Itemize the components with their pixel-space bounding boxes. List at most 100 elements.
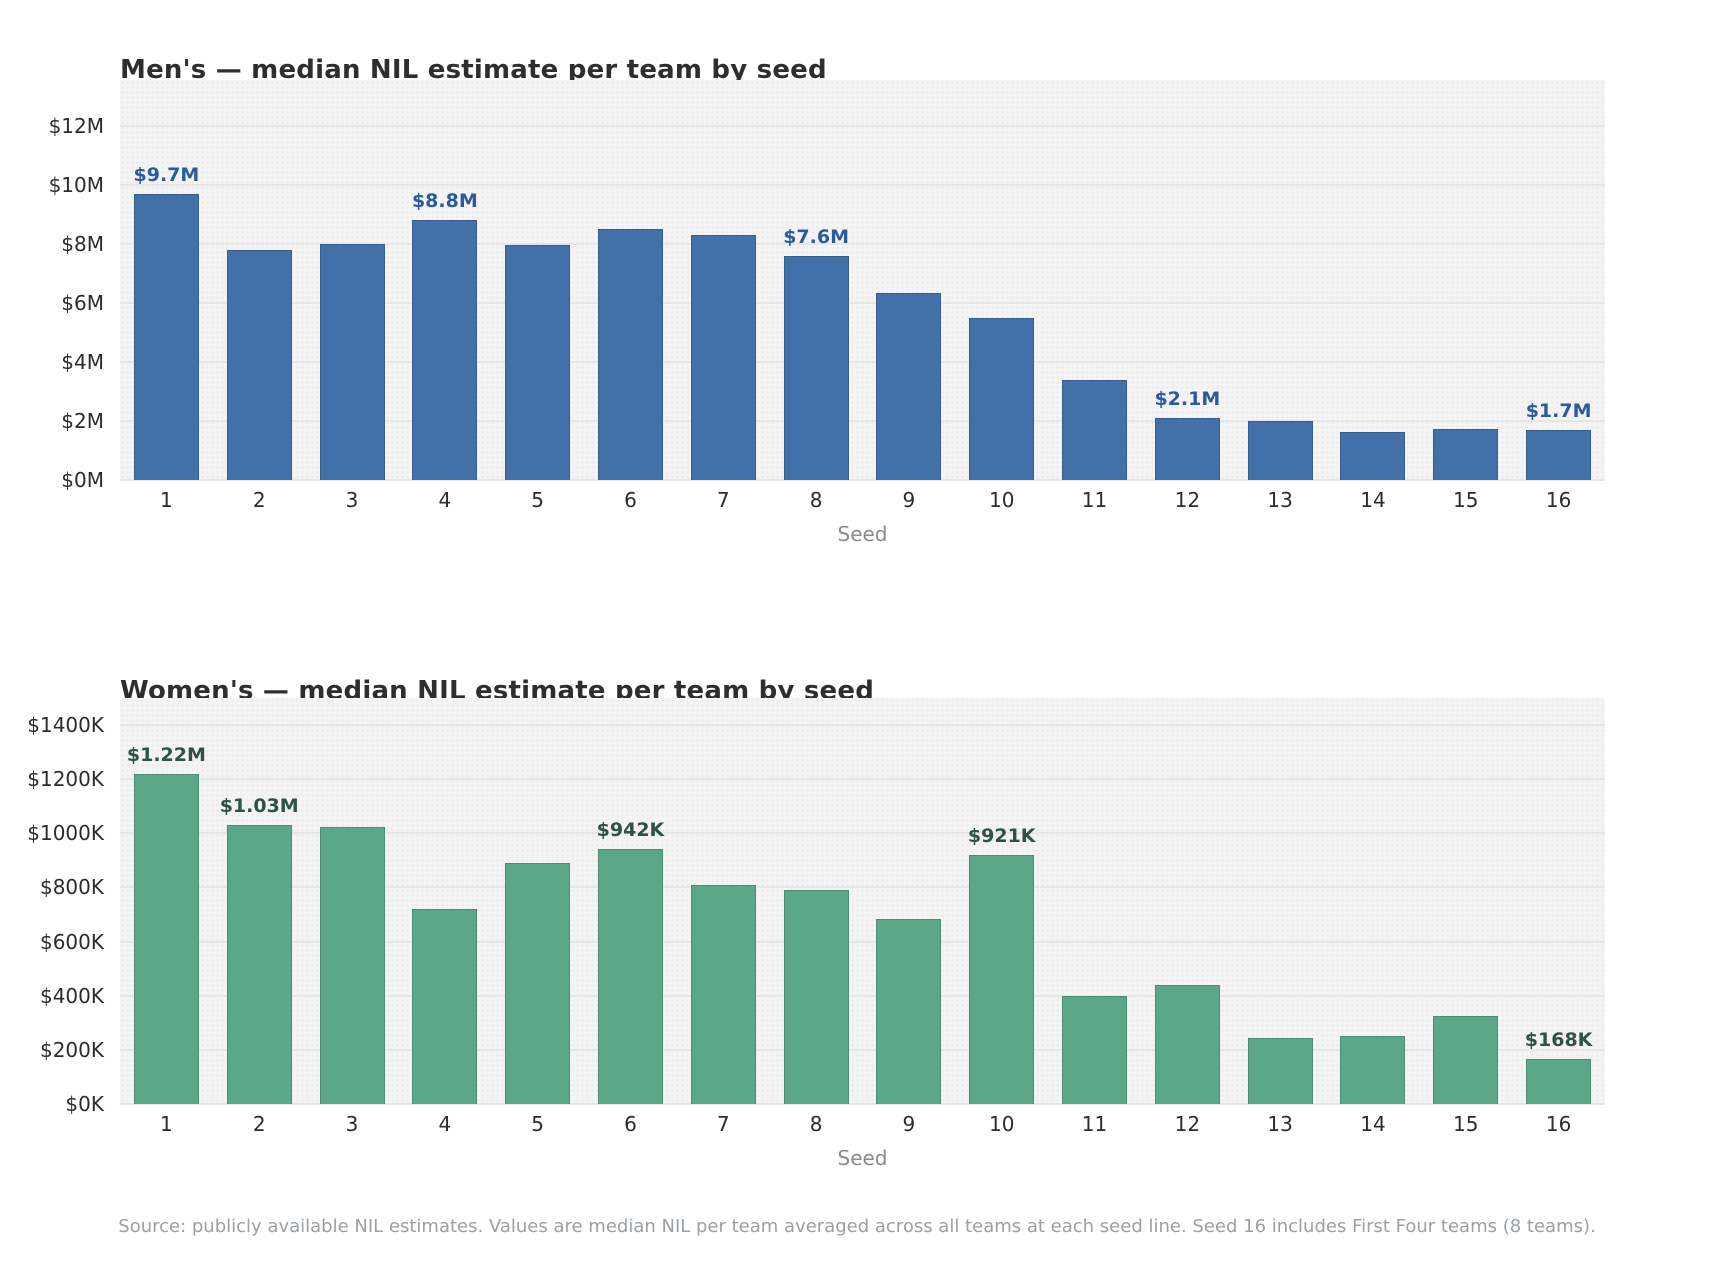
gridline	[120, 778, 1605, 781]
bar-slot-seed-12: $2.1M	[1141, 80, 1234, 480]
y-tick-label: $1000K	[27, 821, 104, 846]
bar-seed-6	[597, 229, 663, 480]
y-tick-label: $1400K	[27, 713, 104, 738]
bar-seed-7	[690, 884, 756, 1104]
bar-slot-seed-7	[677, 698, 770, 1104]
bar-slot-seed-5	[491, 698, 584, 1104]
womens-plot-area: $1.22M $1.03M $942K $921K $168K	[120, 698, 1605, 1105]
bar-seed-16	[1526, 1058, 1592, 1104]
bar-seed-11	[1062, 995, 1128, 1104]
y-tick-label: $400K	[39, 983, 104, 1008]
bar-seed-12	[1154, 984, 1220, 1104]
bar-slot-seed-10: $921K	[955, 698, 1048, 1104]
bar-slot-seed-8	[770, 698, 863, 1104]
bar-seed-11	[1062, 379, 1128, 480]
x-tick-label-seed-2: 2	[252, 1112, 266, 1136]
bar-seed-13	[1247, 420, 1313, 480]
gridline	[120, 124, 1605, 127]
bar-slot-seed-10	[955, 80, 1048, 480]
x-tick-label-seed-5: 5	[531, 488, 545, 512]
bar-slot-seed-9	[863, 698, 956, 1104]
gridline	[120, 479, 1605, 481]
bar-seed-3	[319, 243, 385, 480]
x-tick-label-seed-6: 6	[624, 1112, 637, 1136]
bar-seed-1	[133, 193, 199, 480]
bar-slot-seed-3	[306, 698, 399, 1104]
x-tick-label-seed-11: 11	[1081, 488, 1108, 512]
bar-seed-2	[226, 249, 292, 480]
bar-value-label: $942K	[596, 819, 665, 842]
y-tick-label: $200K	[39, 1037, 104, 1062]
bar-slot-seed-14	[1327, 80, 1420, 480]
bar-value-label: $8.8M	[411, 190, 478, 213]
bar-seed-15	[1433, 428, 1499, 480]
bar-seed-12	[1154, 418, 1220, 480]
bar-slot-seed-1: $9.7M	[120, 80, 213, 480]
womens-bars-layer: $1.22M $1.03M $942K $921K $168K	[120, 698, 1605, 1104]
bar-slot-seed-6: $942K	[584, 698, 677, 1104]
y-tick-label: $2M	[61, 408, 104, 433]
bar-seed-14	[1340, 432, 1406, 480]
gridline	[120, 360, 1605, 363]
bar-value-label: $2.1M	[1154, 388, 1221, 411]
x-tick-label-seed-13: 13	[1267, 1112, 1293, 1136]
gridline	[120, 183, 1605, 186]
gridline	[120, 886, 1605, 889]
bar-slot-seed-13	[1234, 80, 1327, 480]
x-tick-label-seed-11: 11	[1081, 1112, 1108, 1136]
x-tick-label-seed-10: 10	[988, 1112, 1015, 1136]
x-tick-label-seed-16: 16	[1545, 488, 1572, 512]
bar-seed-9	[876, 292, 942, 480]
x-tick-label-seed-7: 7	[716, 1112, 730, 1136]
y-tick-label: $12M	[48, 113, 104, 138]
bar-seed-5	[505, 245, 571, 480]
bar-seed-16	[1526, 429, 1592, 480]
mens-plot-area: $9.7M $8.8M $7.6M $2.1M $1.7M	[120, 80, 1605, 481]
bar-seed-7	[690, 234, 756, 480]
bar-slot-seed-1: $1.22M	[120, 698, 213, 1104]
bar-seed-4	[412, 220, 478, 480]
bar-seed-5	[505, 863, 571, 1104]
bar-value-label: $1.7M	[1525, 399, 1592, 422]
x-tick-label-seed-5: 5	[531, 1112, 545, 1136]
bar-slot-seed-7	[677, 80, 770, 480]
x-tick-label-seed-14: 14	[1360, 1112, 1386, 1136]
bar-seed-14	[1340, 1036, 1406, 1104]
bar-value-label: $168K	[1524, 1028, 1593, 1051]
mens-bars-layer: $9.7M $8.8M $7.6M $2.1M $1.7M	[120, 80, 1605, 480]
womens-grid-layer	[120, 698, 1605, 1105]
gridline	[120, 724, 1605, 727]
bar-slot-seed-15	[1419, 80, 1512, 480]
x-tick-label-seed-1: 1	[160, 488, 173, 512]
bar-slot-seed-3	[306, 80, 399, 480]
bar-slot-seed-2: $1.03M	[213, 698, 306, 1104]
mens-x-axis: 1 2 3 4 5 6 7 8 9 10 11 12 13 14 15 16	[120, 488, 1605, 512]
y-tick-label: $1200K	[27, 767, 104, 792]
bar-slot-seed-9	[863, 80, 956, 480]
bar-slot-seed-16: $1.7M	[1512, 80, 1605, 480]
x-tick-label-seed-2: 2	[252, 488, 266, 512]
mens-chart-title: Men's — median NIL estimate per team by …	[120, 54, 827, 85]
gridline	[120, 940, 1605, 943]
x-tick-label-seed-12: 12	[1174, 1112, 1201, 1136]
bar-value-label: $9.7M	[133, 163, 200, 186]
gridline	[120, 832, 1605, 835]
bar-seed-10	[969, 854, 1035, 1104]
x-tick-label-seed-14: 14	[1360, 488, 1386, 512]
bar-value-label: $7.6M	[783, 225, 849, 248]
mens-x-axis-title: Seed	[837, 522, 888, 546]
womens-x-axis-title: Seed	[837, 1146, 888, 1170]
x-tick-label-seed-4: 4	[438, 488, 452, 512]
y-tick-label: $0K	[65, 1092, 104, 1116]
mens-y-axis: $0M $2M $4M $6M $8M $10M $12M	[0, 80, 112, 492]
bar-seed-13	[1247, 1037, 1313, 1104]
x-tick-label-seed-3: 3	[345, 488, 359, 512]
bar-slot-seed-5	[491, 80, 584, 480]
y-tick-label: $6M	[61, 290, 104, 315]
bar-slot-seed-4	[398, 698, 491, 1104]
x-tick-label-seed-3: 3	[345, 1112, 359, 1136]
gridline	[120, 1048, 1605, 1051]
bar-seed-2	[226, 825, 292, 1104]
bar-slot-seed-12	[1141, 698, 1234, 1104]
